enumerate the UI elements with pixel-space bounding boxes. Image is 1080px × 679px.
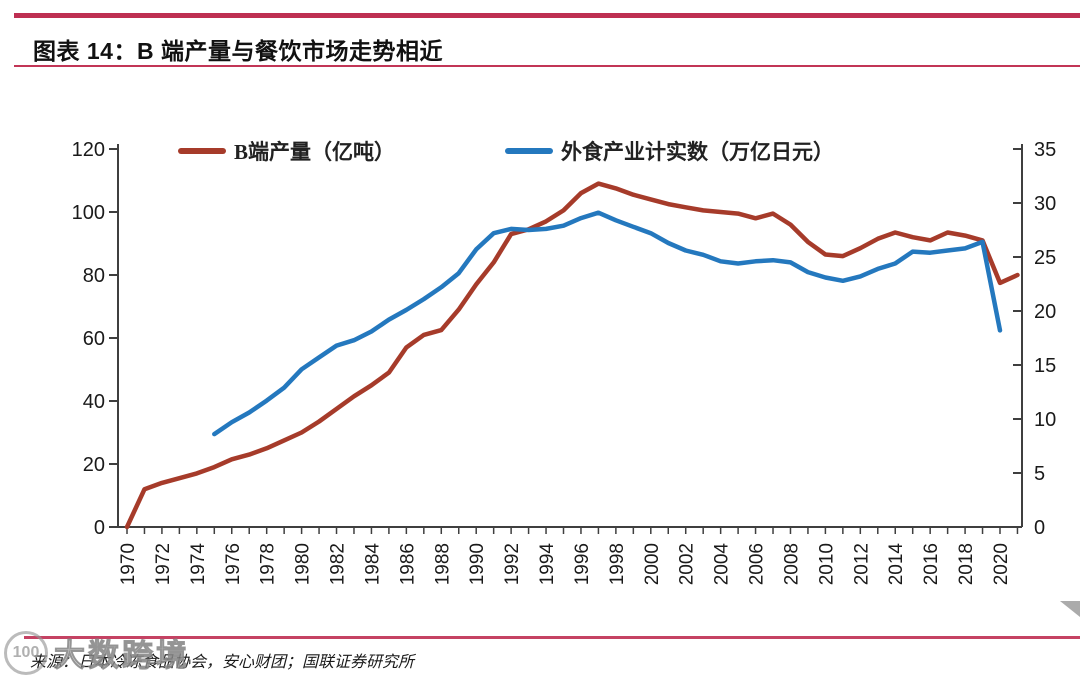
top-red-rule — [14, 13, 1080, 18]
svg-text:1988: 1988 — [432, 543, 453, 585]
svg-text:2002: 2002 — [677, 543, 698, 585]
svg-text:1974: 1974 — [188, 543, 209, 586]
svg-text:2010: 2010 — [816, 543, 837, 585]
svg-text:120: 120 — [72, 139, 105, 161]
title-underline-rule — [14, 65, 1080, 67]
svg-text:1994: 1994 — [537, 543, 558, 586]
svg-text:10: 10 — [1034, 409, 1056, 431]
svg-text:1984: 1984 — [362, 543, 383, 586]
svg-text:1982: 1982 — [328, 543, 349, 585]
svg-text:1992: 1992 — [502, 543, 523, 585]
bottom-red-rule — [24, 636, 1080, 639]
svg-text:2006: 2006 — [747, 543, 768, 585]
page-corner-triangle — [1060, 601, 1080, 617]
svg-text:2014: 2014 — [886, 543, 907, 586]
svg-text:1986: 1986 — [397, 543, 418, 585]
svg-text:15: 15 — [1034, 355, 1056, 377]
svg-text:60: 60 — [83, 328, 105, 350]
svg-text:2008: 2008 — [781, 543, 802, 585]
svg-text:2012: 2012 — [851, 543, 872, 585]
svg-text:1970: 1970 — [118, 543, 139, 585]
svg-text:2000: 2000 — [642, 543, 663, 585]
svg-text:0: 0 — [1034, 517, 1045, 539]
svg-text:1980: 1980 — [293, 543, 314, 585]
figure-title: 图表 14：B 端产量与餐饮市场走势相近 — [33, 38, 443, 64]
svg-text:1978: 1978 — [258, 543, 279, 585]
svg-text:1998: 1998 — [607, 543, 628, 585]
svg-text:2020: 2020 — [991, 543, 1012, 585]
svg-text:20: 20 — [83, 454, 105, 476]
svg-text:5: 5 — [1034, 463, 1045, 485]
source-citation: 来源：日本冷冻食品协会，安心财团；国联证券研究所 — [30, 654, 415, 671]
svg-text:20: 20 — [1034, 301, 1056, 323]
svg-text:40: 40 — [83, 391, 105, 413]
svg-text:2018: 2018 — [956, 543, 977, 585]
svg-text:1976: 1976 — [223, 543, 244, 585]
svg-text:35: 35 — [1034, 139, 1056, 161]
svg-text:30: 30 — [1034, 193, 1056, 215]
svg-text:1990: 1990 — [467, 543, 488, 585]
svg-text:0: 0 — [94, 517, 105, 539]
svg-text:2004: 2004 — [712, 543, 733, 586]
svg-text:1996: 1996 — [572, 543, 593, 585]
svg-text:100: 100 — [72, 202, 105, 224]
svg-text:1972: 1972 — [153, 543, 174, 585]
svg-text:2016: 2016 — [921, 543, 942, 585]
svg-text:25: 25 — [1034, 247, 1056, 269]
svg-text:80: 80 — [83, 265, 105, 287]
